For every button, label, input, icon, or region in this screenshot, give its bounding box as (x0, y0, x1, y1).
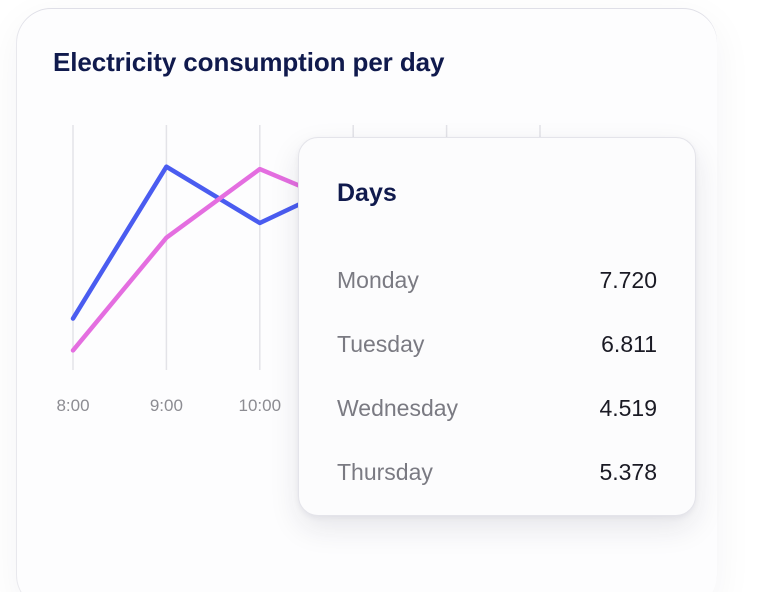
tooltip-row-label: Wednesday (337, 394, 459, 421)
x-tick-label: 9:00 (150, 396, 183, 415)
tooltip-row-value: 4.519 (599, 394, 657, 421)
x-tick-label: 8:00 (56, 396, 89, 415)
tooltip-row: Thursday 5.378 (337, 440, 657, 504)
tooltip-title: Days (337, 179, 397, 207)
tooltip-row-label: Thursday (337, 458, 433, 485)
tooltip-row: Tuesday 6.811 (337, 312, 657, 376)
x-axis-ticks: 8:00 9:00 10:00 (56, 396, 281, 415)
tooltip-row: Monday 7.720 (337, 248, 657, 312)
chart-title: Electricity consumption per day (53, 47, 445, 77)
tooltip-rows: Monday 7.720 Tuesday 6.811 Wednesday 4.519 Thu… (337, 248, 657, 504)
tooltip-row: Wednesday 4.519 (337, 376, 657, 440)
tooltip-row-label: Monday (337, 266, 419, 293)
tooltip-row-value: 6.811 (601, 330, 657, 357)
days-tooltip: Days Monday 7.720 Tuesday 6.811 Wednesday 4.5… (298, 137, 696, 516)
tooltip-row-value: 5.378 (599, 458, 657, 485)
tooltip-row-value: 7.720 (599, 266, 657, 293)
x-tick-label: 10:00 (239, 396, 282, 415)
tooltip-row-label: Tuesday (337, 330, 425, 357)
